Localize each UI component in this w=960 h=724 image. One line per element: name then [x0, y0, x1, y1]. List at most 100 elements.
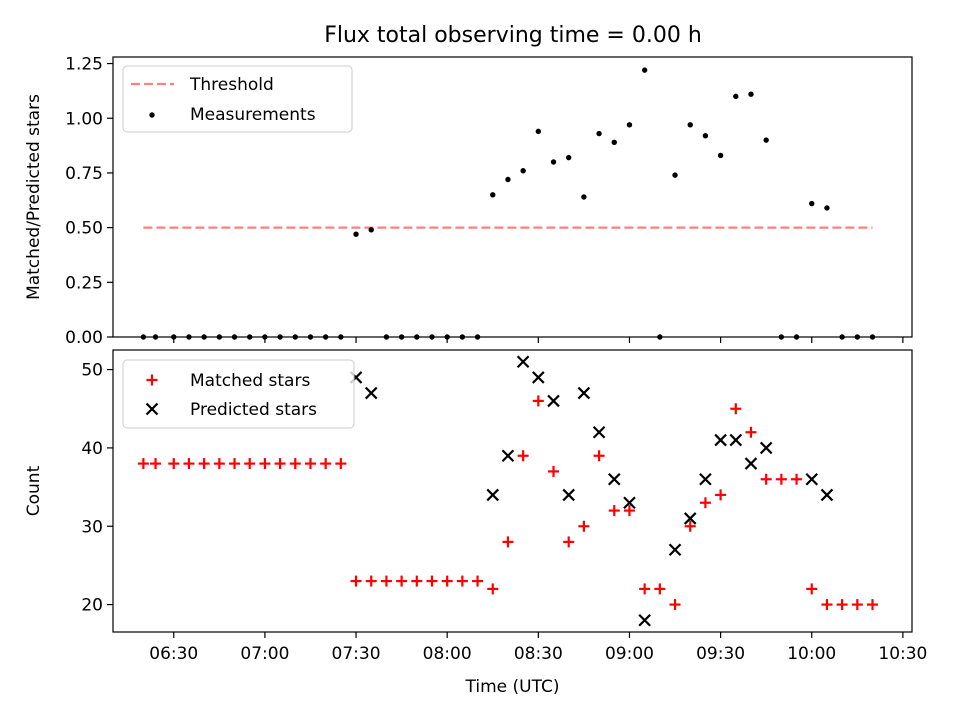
measurement-point: [672, 172, 678, 178]
measurement-point: [550, 159, 557, 165]
measurement-point: [186, 334, 192, 340]
top-y-tick-label: 0.00: [65, 328, 103, 348]
matched-star-point: [867, 599, 879, 611]
matched-star-point: [335, 458, 347, 470]
legend-matched-swatch: [146, 374, 158, 386]
matched-star-point: [441, 575, 453, 587]
matched-star-point: [760, 473, 772, 485]
matched-star-point: [730, 403, 742, 415]
matched-star-point: [380, 575, 392, 587]
predicted-star-point: [516, 355, 530, 369]
matched-star-point: [745, 426, 757, 438]
bottom-axes-frame: [112, 349, 913, 633]
matched-star-point: [639, 583, 651, 595]
predicted-star-point: [592, 425, 606, 439]
predicted-star-point: [744, 457, 758, 470]
bottom-x-tick-label: 09:00: [605, 644, 654, 664]
matched-star-point: [623, 505, 635, 517]
matched-star-point: [259, 458, 271, 470]
measurement-point: [398, 334, 405, 340]
predicted-star-point: [607, 472, 621, 486]
measurement-point: [429, 334, 435, 340]
bottom-legend: Matched stars Predicted stars: [122, 359, 355, 429]
matched-star-point: [548, 465, 560, 477]
measurement-point: [854, 334, 861, 340]
matched-star-point: [775, 473, 787, 485]
predicted-star-point: [638, 613, 651, 627]
legend-measurements-label: Measurements: [190, 105, 316, 125]
bottom-y-tick-label: 40: [81, 439, 103, 459]
chart-title: Flux total observing time = 0.00 h: [324, 23, 702, 48]
measurement-point: [505, 176, 511, 183]
measurement-point: [748, 91, 754, 97]
measurement-point: [535, 128, 542, 135]
matched-star-point: [150, 458, 162, 470]
measurement-point: [626, 122, 633, 128]
predicted-star-point: [699, 472, 712, 486]
matched-star-point: [426, 575, 438, 587]
measurement-point: [687, 122, 693, 128]
matched-star-point: [608, 505, 620, 517]
measurement-point: [247, 334, 253, 340]
matched-star-point: [213, 458, 225, 470]
top-panel: 0.00 0.25 0.50 0.75 1.00 1.25 Matched/Predicte…: [24, 55, 913, 348]
bottom-y-axis-label: Count: [24, 465, 44, 516]
measurement-point: [596, 130, 602, 137]
matched-star-point: [198, 458, 210, 470]
predicted-star-point: [623, 496, 636, 510]
bottom-x-tick-label: 10:00: [787, 644, 836, 664]
matched-star-point: [578, 520, 590, 532]
measurement-point: [611, 139, 617, 146]
matched-star-point: [699, 497, 711, 509]
measurement-point: [231, 334, 238, 340]
measurement-point: [414, 334, 420, 340]
predicted-star-point: [820, 488, 834, 502]
matched-star-point: [593, 450, 605, 462]
measurement-point: [459, 334, 466, 340]
measurement-point: [869, 334, 876, 340]
matched-star-point: [502, 536, 514, 548]
matched-star-point: [320, 458, 332, 470]
bottom-x-tick-label: 10:30: [878, 644, 927, 664]
matched-star-point: [669, 599, 681, 611]
measurement-point: [338, 334, 344, 340]
predicted-star-point: [759, 441, 773, 455]
predicted-star-point: [547, 394, 560, 408]
measurement-point: [717, 152, 724, 159]
predicted-star-point: [532, 371, 545, 384]
top-y-axis-label: Matched/Predicted stars: [24, 94, 44, 300]
legend-measurements-swatch: [149, 112, 155, 118]
bottom-x-tick-label: 09:30: [696, 644, 745, 664]
matched-star-point: [274, 458, 286, 470]
matched-star-point: [183, 458, 195, 470]
predicted-star-point: [577, 386, 591, 400]
measurement-point: [474, 334, 481, 340]
matched-star-point: [851, 599, 863, 611]
matched-star-point: [487, 583, 499, 595]
measurement-point: [490, 192, 496, 198]
top-y-tick-label: 1.25: [65, 55, 103, 75]
predicted-star-point: [501, 449, 515, 463]
measurement-point: [793, 334, 800, 340]
legend-predicted-label: Predicted stars: [190, 400, 317, 420]
matched-star-point: [532, 395, 544, 407]
top-y-tick-label: 0.50: [65, 219, 103, 239]
measurement-point: [383, 334, 390, 340]
bottom-x-tick-label: 08:00: [423, 644, 472, 664]
matched-star-point: [563, 536, 575, 548]
measurement-point: [733, 93, 739, 100]
measurement-point: [216, 334, 223, 340]
measurement-point: [171, 334, 177, 340]
predicted-star-point: [805, 472, 819, 486]
predicted-star-point: [714, 433, 727, 447]
top-y-tick-label: 1.00: [65, 109, 103, 129]
measurement-point: [368, 227, 374, 233]
measurement-point: [778, 334, 785, 340]
bottom-x-tick-label: 07:30: [332, 644, 381, 664]
measurement-point: [140, 334, 147, 340]
matched-star-point: [836, 599, 848, 611]
bottom-legend-box: [122, 359, 355, 429]
matched-star-point: [654, 583, 666, 595]
legend-threshold-label: Threshold: [189, 75, 274, 95]
bottom-x-tick-label: 06:30: [149, 644, 198, 664]
